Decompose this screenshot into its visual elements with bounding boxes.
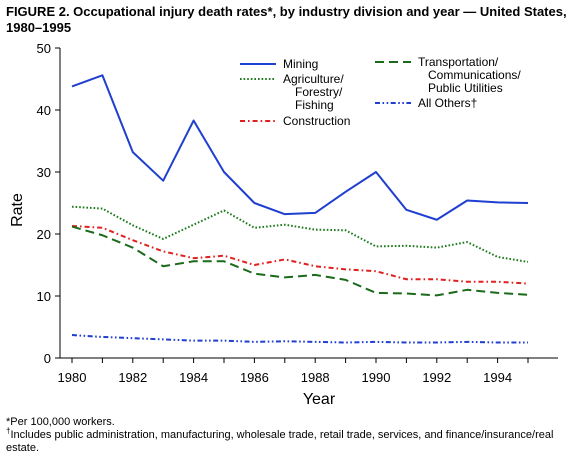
y-axis-label: Rate [9, 193, 26, 227]
legend-label-line: Transportation/ [418, 55, 499, 69]
legend-label-line: Mining [283, 57, 318, 71]
legend-label-line: Forestry/ [295, 85, 343, 99]
legend-label: Construction [283, 114, 350, 128]
y-tick-label: 50 [37, 41, 51, 56]
legend-label: Mining [283, 57, 318, 71]
series-line [71, 224, 529, 285]
y-tick-label: 40 [37, 103, 51, 118]
legend-label-line: Communications/ [428, 68, 521, 82]
legend-label-line: Construction [283, 114, 350, 128]
x-axis-label: Year [303, 391, 336, 408]
series-lines [71, 74, 529, 344]
y-tick-label: 20 [37, 227, 51, 242]
legend-label: Agriculture/Forestry/Fishing [283, 72, 344, 112]
x-tick-label: 1988 [301, 370, 330, 385]
legend-label: All Others† [418, 96, 477, 110]
footnote-all-others-text: Includes public administration, manufact… [6, 429, 554, 454]
chart-title: FIGURE 2. Occupational injury death rate… [6, 4, 567, 35]
y-tick-label: 10 [37, 289, 51, 304]
footnote-all-others: †Includes public administration, manufac… [6, 426, 568, 455]
series-line [71, 334, 528, 344]
x-tick-label: 1982 [118, 370, 147, 385]
x-tick-label: 1990 [362, 370, 391, 385]
x-tick-label: 1986 [240, 370, 269, 385]
dagger-mark: † [6, 426, 11, 436]
x-tick-label: 1992 [422, 370, 451, 385]
series-line [71, 205, 529, 263]
legend-label-line: Agriculture/ [283, 72, 344, 86]
x-tick-label: 1980 [58, 370, 87, 385]
x-tick-label: 1984 [179, 370, 208, 385]
footnote-per-workers: *Per 100,000 workers. [6, 416, 115, 428]
series-line [71, 225, 529, 297]
legend-label-line: All Others† [418, 96, 477, 110]
y-tick-label: 30 [37, 165, 51, 180]
x-tick-label: 1994 [483, 370, 512, 385]
footnotes: *Per 100,000 workers. †Includes public a… [6, 416, 568, 455]
legend-label-line: Fishing [295, 98, 334, 112]
legend-label: Transportation/Communications/Public Uti… [418, 55, 521, 95]
legend-label-line: Public Utilities [428, 81, 503, 95]
y-tick-label: 0 [44, 351, 51, 366]
series-line [71, 74, 529, 221]
axes: 0 10 20 30 40 50 1980 1982 1984 1986 1988 1990 1992 1… [37, 41, 558, 385]
